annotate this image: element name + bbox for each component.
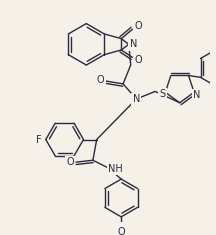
Text: NH: NH [108, 164, 123, 174]
Text: O: O [67, 157, 74, 167]
Text: N: N [193, 90, 200, 100]
Text: O: O [134, 55, 142, 65]
Text: O: O [97, 75, 104, 85]
Text: F: F [36, 134, 42, 145]
Text: N: N [133, 94, 140, 104]
Text: O: O [117, 227, 125, 235]
Text: O: O [134, 21, 142, 31]
Text: N: N [130, 39, 137, 49]
Text: S: S [159, 89, 166, 99]
